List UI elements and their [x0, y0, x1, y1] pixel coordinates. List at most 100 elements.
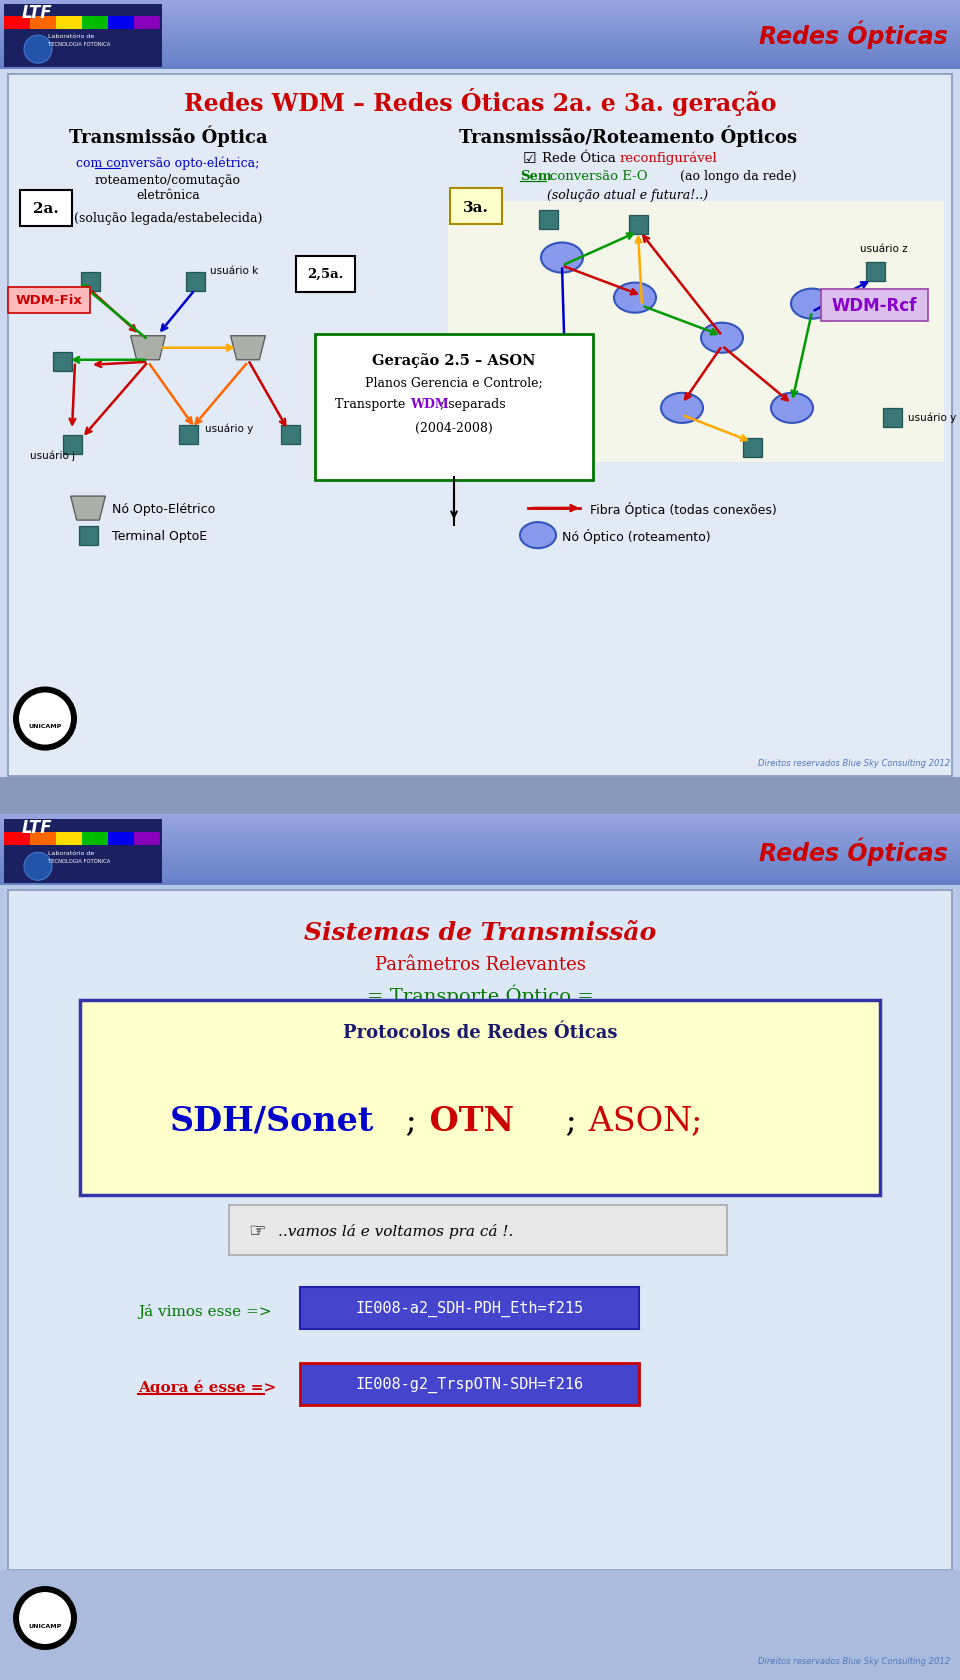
- FancyBboxPatch shape: [0, 877, 960, 879]
- FancyBboxPatch shape: [134, 833, 160, 845]
- FancyBboxPatch shape: [0, 822, 960, 825]
- FancyBboxPatch shape: [0, 820, 960, 822]
- Text: 2,5a.: 2,5a.: [307, 267, 343, 281]
- Circle shape: [19, 694, 71, 746]
- Circle shape: [13, 687, 77, 751]
- FancyBboxPatch shape: [0, 40, 960, 42]
- FancyBboxPatch shape: [0, 869, 960, 872]
- Text: Geração 2.5 – ASON: Geração 2.5 – ASON: [372, 353, 536, 368]
- FancyBboxPatch shape: [0, 30, 960, 34]
- Ellipse shape: [614, 284, 656, 314]
- Text: OTN: OTN: [418, 1104, 515, 1137]
- Circle shape: [19, 1593, 71, 1645]
- FancyBboxPatch shape: [821, 289, 928, 321]
- FancyBboxPatch shape: [79, 526, 98, 546]
- FancyBboxPatch shape: [0, 855, 960, 857]
- Text: Já vimos esse =>: Já vimos esse =>: [138, 1304, 272, 1317]
- Text: usuário y: usuário y: [908, 412, 956, 423]
- Text: SDH/Sonet: SDH/Sonet: [170, 1104, 374, 1137]
- FancyBboxPatch shape: [179, 427, 198, 445]
- Text: com conversão opto-elétrica;: com conversão opto-elétrica;: [76, 156, 260, 170]
- FancyBboxPatch shape: [300, 1362, 639, 1404]
- Text: Transporte: Transporte: [335, 398, 409, 412]
- Text: WDM: WDM: [410, 398, 448, 412]
- FancyBboxPatch shape: [0, 60, 960, 64]
- Text: ASON;: ASON;: [578, 1104, 703, 1136]
- FancyBboxPatch shape: [866, 262, 884, 282]
- FancyBboxPatch shape: [80, 1001, 880, 1196]
- FancyBboxPatch shape: [108, 833, 134, 845]
- FancyBboxPatch shape: [882, 410, 901, 428]
- FancyBboxPatch shape: [742, 438, 761, 459]
- Text: WDM-Fix: WDM-Fix: [15, 294, 83, 307]
- FancyBboxPatch shape: [134, 17, 160, 30]
- FancyBboxPatch shape: [0, 852, 960, 855]
- FancyBboxPatch shape: [0, 42, 960, 45]
- FancyBboxPatch shape: [0, 64, 960, 66]
- FancyBboxPatch shape: [0, 0, 960, 781]
- FancyBboxPatch shape: [0, 29, 960, 30]
- FancyBboxPatch shape: [0, 49, 960, 52]
- Ellipse shape: [520, 522, 556, 549]
- Text: Fibra Óptica (todas conexões): Fibra Óptica (todas conexões): [590, 501, 777, 516]
- FancyBboxPatch shape: [0, 880, 960, 884]
- FancyBboxPatch shape: [82, 833, 108, 845]
- FancyBboxPatch shape: [0, 837, 960, 838]
- FancyBboxPatch shape: [0, 8, 960, 10]
- FancyBboxPatch shape: [0, 1571, 960, 1680]
- FancyBboxPatch shape: [82, 17, 108, 30]
- Text: ☞: ☞: [248, 1221, 266, 1240]
- Text: LTF: LTF: [22, 818, 53, 837]
- FancyBboxPatch shape: [0, 828, 960, 832]
- FancyBboxPatch shape: [0, 840, 960, 843]
- Text: usuário y: usuário y: [205, 423, 253, 433]
- FancyBboxPatch shape: [4, 820, 162, 884]
- Text: roteamento/comutação: roteamento/comutação: [95, 173, 241, 186]
- Text: conversão E-O: conversão E-O: [550, 170, 648, 183]
- Text: LTF: LTF: [22, 3, 53, 22]
- Text: Redes WDM – Redes Óticas 2a. e 3a. geração: Redes WDM – Redes Óticas 2a. e 3a. geraç…: [183, 87, 777, 116]
- FancyBboxPatch shape: [548, 410, 567, 428]
- FancyBboxPatch shape: [0, 874, 960, 877]
- Text: (solução legada/estabelecida): (solução legada/estabelecida): [74, 212, 262, 225]
- Text: UNICAMP: UNICAMP: [29, 724, 61, 729]
- Text: (2004-2008): (2004-2008): [415, 422, 492, 435]
- Text: Terminal OptoE: Terminal OptoE: [112, 529, 207, 543]
- FancyBboxPatch shape: [0, 52, 960, 54]
- FancyBboxPatch shape: [280, 427, 300, 445]
- Text: ;: ;: [395, 1104, 417, 1136]
- FancyBboxPatch shape: [0, 857, 960, 860]
- Text: ; separads: ; separads: [440, 398, 506, 412]
- FancyBboxPatch shape: [450, 190, 502, 225]
- FancyBboxPatch shape: [0, 833, 960, 837]
- FancyBboxPatch shape: [448, 202, 944, 462]
- Text: Direitos reservados Blue Sky Consulting 2012: Direitos reservados Blue Sky Consulting …: [757, 1655, 950, 1665]
- FancyBboxPatch shape: [0, 884, 960, 885]
- Text: TECNOLOGIA FOTÔNICA: TECNOLOGIA FOTÔNICA: [48, 858, 110, 864]
- FancyBboxPatch shape: [0, 66, 960, 67]
- Ellipse shape: [661, 393, 703, 423]
- Text: Direitos reservados Blue Sky Consulting 2012: Direitos reservados Blue Sky Consulting …: [757, 759, 950, 768]
- Text: ;: ;: [555, 1104, 577, 1136]
- FancyBboxPatch shape: [315, 334, 593, 480]
- Polygon shape: [71, 497, 106, 521]
- FancyBboxPatch shape: [229, 1206, 727, 1255]
- Text: 2a.: 2a.: [34, 202, 59, 217]
- FancyBboxPatch shape: [0, 838, 960, 840]
- Text: UNICAMP: UNICAMP: [29, 1623, 61, 1628]
- FancyBboxPatch shape: [0, 825, 960, 827]
- FancyBboxPatch shape: [0, 860, 960, 862]
- Circle shape: [13, 1586, 77, 1650]
- FancyBboxPatch shape: [0, 867, 960, 869]
- FancyBboxPatch shape: [8, 287, 90, 314]
- FancyBboxPatch shape: [300, 1287, 639, 1329]
- Circle shape: [24, 35, 52, 64]
- FancyBboxPatch shape: [0, 24, 960, 27]
- FancyBboxPatch shape: [0, 845, 960, 848]
- FancyBboxPatch shape: [0, 827, 960, 828]
- FancyBboxPatch shape: [185, 272, 204, 292]
- Text: IE008-a2_SDH-PDH_Eth=f215: IE008-a2_SDH-PDH_Eth=f215: [356, 1300, 584, 1317]
- FancyBboxPatch shape: [0, 879, 960, 880]
- FancyBboxPatch shape: [0, 815, 960, 1680]
- Text: Sistemas de Transmissão: Sistemas de Transmissão: [304, 921, 656, 944]
